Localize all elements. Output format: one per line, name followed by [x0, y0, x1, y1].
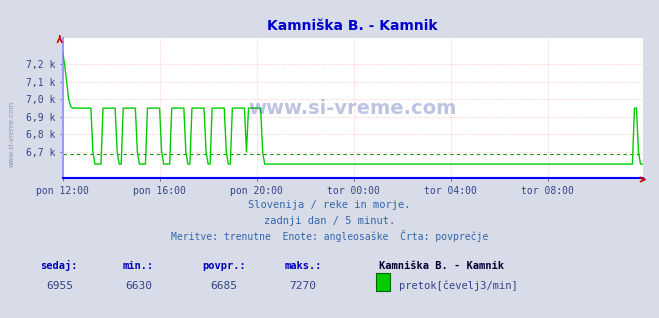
Text: www.si-vreme.com: www.si-vreme.com — [248, 99, 457, 118]
Text: 6685: 6685 — [211, 281, 237, 291]
Text: 7270: 7270 — [290, 281, 316, 291]
Text: min.:: min.: — [123, 261, 154, 271]
Text: povpr.:: povpr.: — [202, 261, 246, 271]
Title: Kamniška B. - Kamnik: Kamniška B. - Kamnik — [268, 19, 438, 33]
Text: pretok[čevelj3/min]: pretok[čevelj3/min] — [399, 281, 517, 291]
Text: 6630: 6630 — [125, 281, 152, 291]
Text: 6955: 6955 — [46, 281, 72, 291]
Text: www.si-vreme.com: www.si-vreme.com — [9, 100, 14, 167]
Text: Kamniška B. - Kamnik: Kamniška B. - Kamnik — [379, 261, 504, 271]
Text: Meritve: trenutne  Enote: angleosaške  Črta: povprečje: Meritve: trenutne Enote: angleosaške Črt… — [171, 230, 488, 242]
Text: zadnji dan / 5 minut.: zadnji dan / 5 minut. — [264, 216, 395, 226]
Text: sedaj:: sedaj: — [41, 260, 78, 271]
Text: Slovenija / reke in morje.: Slovenija / reke in morje. — [248, 200, 411, 210]
Text: maks.:: maks.: — [285, 261, 322, 271]
